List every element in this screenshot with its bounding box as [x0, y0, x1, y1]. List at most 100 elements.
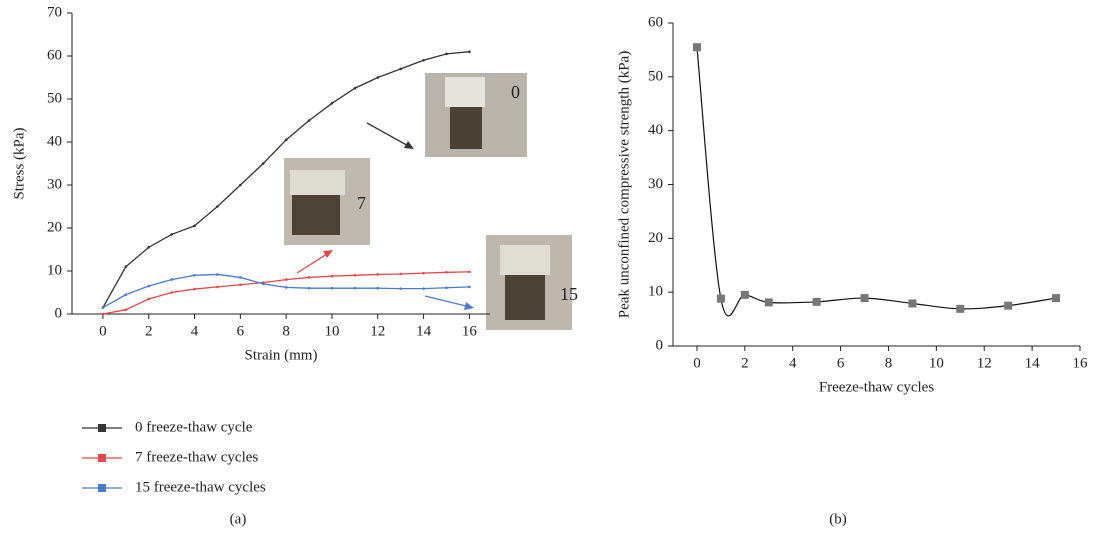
x-tick-label: 14: [1025, 355, 1041, 371]
point: [445, 286, 448, 290]
x-tick-label: 6: [837, 355, 845, 371]
point: [376, 273, 380, 276]
point: [330, 102, 334, 105]
x-tick-label: 16: [462, 323, 478, 339]
point: [101, 312, 105, 316]
point: [170, 278, 173, 281]
photo-sample: [505, 275, 545, 320]
y-tick-label: 50: [47, 90, 62, 106]
x-tick-label: 4: [789, 355, 797, 371]
point: [764, 298, 773, 307]
x-tick-label: 16: [1073, 355, 1089, 371]
annotation: 7: [357, 193, 366, 213]
point: [908, 299, 917, 308]
y-tick-label: 20: [648, 230, 663, 246]
y-tick-label: 10: [648, 284, 663, 300]
annotation: 15: [560, 284, 578, 304]
legend-marker: [98, 484, 106, 492]
x-tick-label: 8: [282, 323, 290, 339]
point: [124, 293, 128, 296]
point: [307, 286, 311, 290]
point: [353, 286, 357, 290]
point: [147, 246, 151, 249]
x-tick-label: 0: [99, 323, 107, 339]
point: [1052, 294, 1061, 303]
point: [468, 285, 471, 289]
x-tick-label: 10: [929, 355, 944, 371]
point: [193, 287, 196, 291]
point: [376, 286, 380, 290]
series-line: [102, 271, 470, 315]
x-tick-label: 6: [237, 323, 245, 339]
legend-label: 0 freeze-thaw cycle: [135, 419, 253, 435]
point: [193, 224, 196, 228]
legend-marker: [98, 454, 106, 462]
point: [422, 59, 425, 62]
y-axis-label: Stress (kPa): [11, 127, 27, 199]
caption: (a): [230, 511, 247, 527]
point: [147, 284, 151, 288]
arrow: [424, 295, 471, 308]
point: [376, 76, 380, 79]
y-tick-label: 30: [648, 176, 663, 192]
legend-label: 15 freeze-thaw cycles: [135, 479, 266, 495]
photo-cap: [290, 170, 345, 195]
photo-sample: [292, 195, 340, 235]
y-tick-label: 20: [47, 219, 62, 235]
point: [812, 297, 821, 306]
point: [716, 294, 725, 303]
point: [261, 162, 265, 165]
y-tick-label: 70: [47, 4, 62, 20]
arrow: [296, 251, 331, 274]
point: [124, 308, 128, 312]
point: [330, 286, 334, 290]
point: [956, 304, 965, 313]
photo-cap: [445, 77, 485, 107]
point: [239, 276, 242, 279]
x-tick-label: 10: [324, 323, 339, 339]
fit-curve: [696, 47, 1057, 317]
legend-label: 7 freeze-thaw cycles: [135, 449, 258, 465]
y-tick-label: 40: [648, 122, 663, 138]
x-axis-label: Freeze-thaw cycles: [819, 379, 935, 395]
point: [445, 270, 448, 274]
x-tick-label: 0: [693, 355, 701, 371]
arrow-head: [464, 302, 474, 310]
point: [740, 290, 749, 299]
y-tick-label: 40: [47, 133, 62, 149]
y-tick-label: 50: [648, 68, 663, 84]
point: [284, 278, 288, 281]
point: [468, 270, 471, 274]
point: [307, 119, 311, 122]
photo-cap: [500, 245, 550, 275]
point: [860, 294, 869, 303]
x-tick-label: 2: [145, 323, 153, 339]
y-tick-label: 60: [648, 14, 663, 30]
y-axis-label: Peak unconfined compressive strength (kP…: [616, 51, 632, 318]
point: [193, 274, 196, 277]
point: [284, 138, 288, 142]
point: [399, 67, 402, 71]
point: [124, 265, 128, 269]
point: [468, 50, 471, 53]
y-tick-label: 10: [47, 262, 62, 278]
point: [1004, 301, 1013, 310]
point: [422, 287, 425, 290]
point: [239, 183, 242, 187]
point: [239, 283, 242, 287]
point: [216, 285, 219, 289]
point: [216, 205, 219, 208]
y-tick-label: 60: [47, 47, 62, 63]
point: [692, 43, 701, 52]
x-axis-label: Strain (mm): [245, 347, 318, 363]
point: [330, 274, 334, 278]
point: [422, 271, 425, 275]
point: [284, 286, 288, 289]
point: [101, 306, 105, 309]
point: [399, 287, 402, 290]
arrow-head: [323, 250, 333, 258]
point: [445, 52, 448, 56]
point: [147, 297, 151, 301]
point: [261, 282, 265, 286]
